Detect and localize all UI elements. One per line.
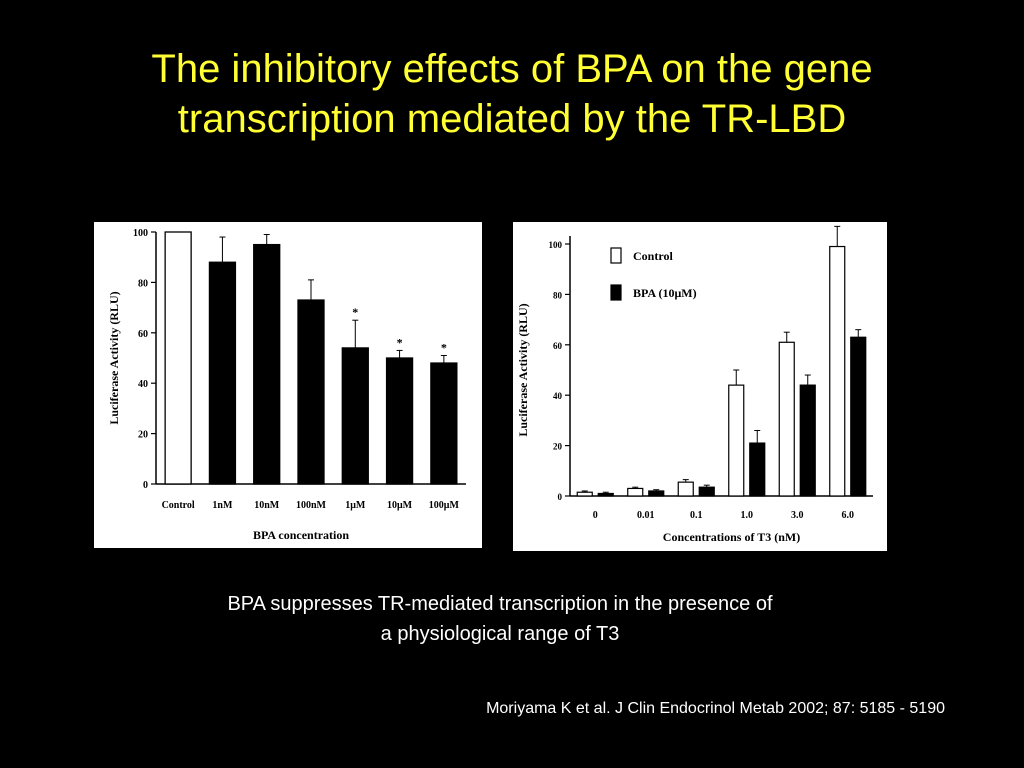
bar (597, 492, 614, 497)
bar (341, 347, 369, 485)
t3-concentration-chart-svg: 0 20 40 60 80 100 0 0.01 0.1 1.0 3.0 6.0 Control BPA … (516, 225, 873, 544)
x-tick-label: 3.0 (791, 510, 804, 521)
y-tick-label: 20 (553, 442, 563, 452)
slide-title: The inhibitory effects of BPA on the gen… (0, 44, 1024, 144)
citation: Moriyama K et al. J Clin Endocrinol Meta… (486, 700, 945, 717)
y-tick-label: 100 (549, 240, 563, 250)
bar (576, 491, 593, 497)
bar (778, 341, 795, 497)
bpa-concentration-chart: 0 20 40 60 80 100 Control 1nM 10nM 100nM * 1μM * 10μM… (94, 222, 482, 548)
y-tick-label: 40 (553, 391, 563, 401)
slide-caption: BPA suppresses TR-mediated transcription… (100, 589, 900, 649)
legend-label: Control (633, 249, 673, 263)
bar (164, 231, 192, 485)
caption-line-1: BPA suppresses TR-mediated transcription… (227, 593, 773, 615)
bar (749, 442, 766, 497)
significance-marker: * (397, 335, 403, 349)
x-tick-label: 1.0 (741, 510, 754, 521)
bar (430, 362, 458, 485)
x-axis-label: Concentrations of T3 (nM) (663, 530, 800, 544)
y-tick-label: 0 (143, 480, 148, 491)
x-tick-label: 0.01 (637, 510, 655, 521)
bar (385, 357, 414, 485)
x-tick-label: 1nM (212, 500, 233, 511)
x-tick-label: 1μM (345, 500, 366, 511)
bar (728, 384, 745, 497)
bar (677, 481, 694, 497)
x-tick-label: 0 (593, 510, 598, 521)
y-tick-label: 100 (133, 228, 148, 239)
legend-swatch (610, 284, 622, 301)
bar (850, 336, 867, 497)
x-tick-label: Control (162, 500, 195, 511)
y-tick-label: 80 (138, 278, 148, 289)
y-axis-label: Luciferase Activity (RLU) (516, 303, 530, 436)
x-tick-label: 6.0 (842, 510, 855, 521)
y-axis-label: Luciferase Activity (RLU) (107, 291, 121, 424)
legend-swatch (610, 247, 622, 264)
y-tick-label: 20 (138, 430, 148, 441)
significance-marker: * (441, 340, 447, 354)
bar (253, 243, 281, 485)
t3-concentration-chart: 0 20 40 60 80 100 0 0.01 0.1 1.0 3.0 6.0 Control BPA … (513, 222, 887, 551)
bar (297, 299, 325, 485)
bar (648, 490, 665, 497)
significance-marker: * (352, 305, 358, 319)
x-tick-label: 0.1 (690, 510, 703, 521)
legend-label: BPA (10μM) (633, 286, 697, 300)
bar (627, 487, 644, 497)
x-tick-label: 10μM (387, 500, 413, 511)
y-tick-label: 80 (553, 290, 563, 300)
y-tick-label: 0 (558, 492, 563, 502)
bar (698, 486, 715, 497)
y-tick-label: 60 (138, 329, 148, 340)
bar (829, 245, 846, 497)
bpa-concentration-chart-svg: 0 20 40 60 80 100 Control 1nM 10nM 100nM * 1μM * 10μM… (107, 228, 466, 542)
x-tick-label: 100μM (429, 500, 460, 511)
y-tick-label: 60 (553, 341, 563, 351)
bar (208, 261, 237, 485)
slide-title-line-1: The inhibitory effects of BPA on the gen… (151, 47, 873, 91)
x-tick-label: 10nM (254, 500, 280, 511)
slide-title-line-2: transcription mediated by the TR-LBD (177, 97, 847, 141)
caption-line-2: a physiological range of T3 (380, 623, 620, 645)
x-axis-label: BPA concentration (253, 528, 349, 542)
y-tick-label: 40 (138, 379, 148, 390)
bar (799, 384, 816, 497)
x-tick-label: 100nM (296, 500, 327, 511)
